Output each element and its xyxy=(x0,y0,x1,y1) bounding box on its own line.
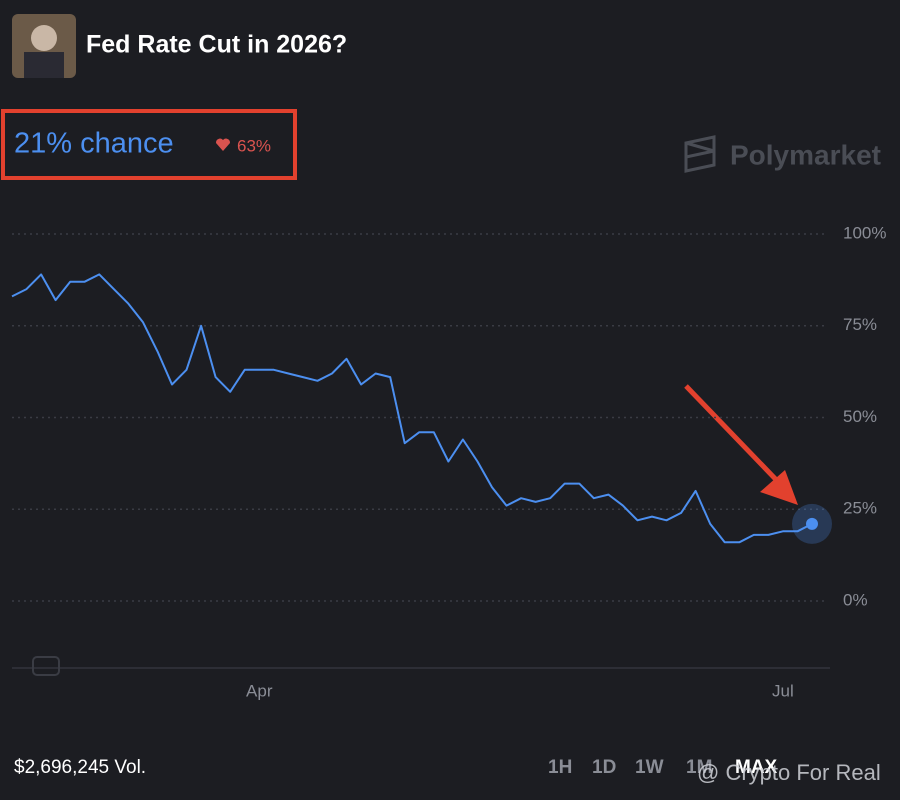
range-button[interactable]: 1D xyxy=(592,757,616,778)
scroll-handle xyxy=(32,656,60,676)
brand: Polymarket xyxy=(730,139,881,170)
x-tick-label: Apr xyxy=(246,681,273,700)
range-button[interactable]: MAX xyxy=(735,757,778,778)
line xyxy=(11,273,813,544)
annotation-arrow xyxy=(684,384,788,492)
range-button[interactable]: 1M xyxy=(686,757,712,778)
volume: $2,696,245 Vol. xyxy=(14,757,146,778)
end-point xyxy=(806,517,818,530)
annotation-arrowhead xyxy=(760,470,798,505)
avatar-suit xyxy=(24,52,64,78)
chart-title: Fed Rate Cut in 2026? xyxy=(86,31,347,59)
brand-logo xyxy=(684,135,716,173)
y-tick-label: 0% xyxy=(843,590,868,609)
range-button[interactable]: 1W xyxy=(635,757,664,778)
highlight-box xyxy=(1,109,297,180)
y-tick-label: 100% xyxy=(843,223,886,242)
y-tick-label: 75% xyxy=(843,315,877,334)
headline: 21% chance xyxy=(14,128,174,160)
x-tick-label: Jul xyxy=(772,681,794,700)
y-tick-label: 50% xyxy=(843,407,877,426)
avatar-face xyxy=(31,25,57,51)
watermark: @ Crypto For Real xyxy=(697,760,881,785)
change: 63% xyxy=(237,136,271,155)
range-button[interactable]: 1H xyxy=(548,757,572,778)
change-icon xyxy=(215,138,231,151)
y-tick-label: 25% xyxy=(843,499,877,518)
